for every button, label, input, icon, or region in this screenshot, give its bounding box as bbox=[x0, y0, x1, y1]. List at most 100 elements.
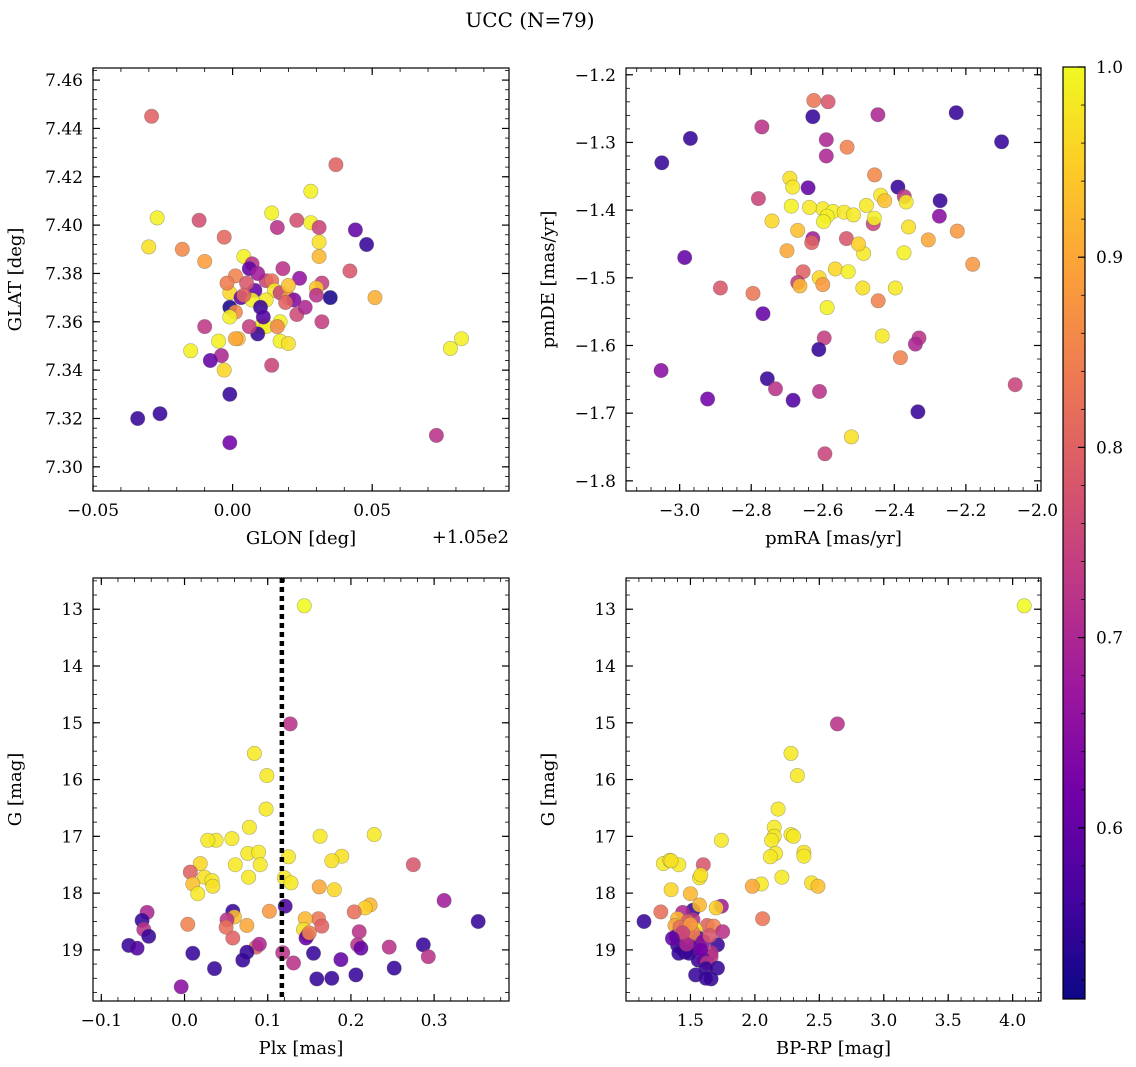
scatter-point bbox=[252, 857, 268, 873]
colorbar-tick-label: 0.8 bbox=[1096, 438, 1123, 458]
y-tick-label: −1.8 bbox=[575, 472, 616, 492]
scatter-point bbox=[759, 371, 775, 387]
y-axis-label: pmDE [mas/yr] bbox=[538, 211, 559, 349]
colorbar-frame bbox=[1062, 66, 1086, 1000]
scatter-point bbox=[436, 892, 452, 908]
scatter-point bbox=[251, 844, 267, 860]
panel-bprp-g: 1.5 2.0 2.5 3.0 3.5 4.0 13 14 15 16 17 18 19 BP-RP [m… bbox=[538, 577, 1042, 1059]
points bbox=[130, 108, 469, 451]
scatter-point bbox=[792, 278, 808, 294]
scatter-point bbox=[185, 945, 201, 961]
scatter-point bbox=[866, 210, 882, 226]
scatter-point bbox=[353, 940, 369, 956]
scatter-point bbox=[744, 878, 760, 894]
x-tick-label: 2.5 bbox=[806, 1011, 833, 1031]
y-tick-label: 14 bbox=[61, 657, 83, 677]
colorbar-tick-label: 1.0 bbox=[1096, 58, 1123, 78]
axes-frame bbox=[625, 67, 1042, 492]
scatter-point bbox=[386, 960, 402, 976]
scatter-point bbox=[698, 970, 714, 986]
y-tick-label: 7.42 bbox=[45, 168, 83, 188]
scatter-point bbox=[282, 716, 298, 732]
scatter-point bbox=[269, 319, 285, 335]
y-tick-label: 15 bbox=[61, 714, 83, 734]
scatter-point bbox=[907, 336, 923, 352]
scatter-point bbox=[442, 340, 458, 356]
scatter-point bbox=[965, 256, 981, 272]
scatter-point bbox=[152, 406, 168, 422]
scatter-point bbox=[141, 239, 157, 255]
x-tick-label: 4.0 bbox=[999, 1011, 1026, 1031]
scatter-point bbox=[806, 93, 822, 109]
scatter-point bbox=[901, 219, 917, 235]
y-axis-label: GLAT [deg] bbox=[5, 228, 26, 332]
scatter-point bbox=[796, 848, 812, 864]
scatter-point bbox=[224, 831, 240, 847]
scatter-point bbox=[820, 94, 836, 110]
scatter-point bbox=[297, 299, 313, 315]
scatter-point bbox=[351, 924, 367, 940]
axes-frame bbox=[625, 577, 1042, 1002]
scatter-point bbox=[289, 212, 305, 228]
scatter-point bbox=[818, 148, 834, 164]
scatter-point bbox=[994, 134, 1010, 150]
scatter-point bbox=[197, 253, 213, 269]
scatter-point bbox=[259, 768, 275, 784]
scatter-point bbox=[663, 882, 679, 898]
scatter-point bbox=[275, 261, 291, 277]
scatter-point bbox=[811, 383, 827, 399]
scatter-point bbox=[750, 191, 766, 207]
y-tick-label: 16 bbox=[61, 771, 83, 791]
x-tick-label: −2.4 bbox=[874, 501, 915, 521]
scatter-point bbox=[682, 130, 698, 146]
y-tick-label: −1.2 bbox=[575, 66, 616, 86]
y-tick-label: 7.30 bbox=[45, 458, 83, 478]
scatter-point bbox=[713, 832, 729, 848]
x-tick-label: 3.0 bbox=[870, 1011, 897, 1031]
scatter-point bbox=[197, 319, 213, 335]
y-tick-label: 18 bbox=[61, 884, 83, 904]
scatter-point bbox=[708, 900, 724, 916]
scatter-point bbox=[192, 856, 208, 872]
x-offset-label: +1.05e2 bbox=[432, 527, 509, 548]
x-tick-label: 0.2 bbox=[337, 1011, 364, 1031]
scatter-point bbox=[309, 971, 325, 987]
x-axis-label: GLON [deg] bbox=[246, 528, 356, 549]
scatter-point bbox=[755, 306, 771, 322]
scatter-point bbox=[898, 194, 914, 210]
scatter-point bbox=[453, 331, 469, 347]
scatter-point bbox=[785, 392, 801, 408]
scatter-point bbox=[827, 261, 843, 277]
scatter-point bbox=[815, 214, 831, 230]
scatter-point bbox=[405, 857, 421, 873]
y-tick-label: 7.34 bbox=[45, 361, 83, 381]
y-tick-label: 17 bbox=[61, 827, 83, 847]
x-tick-label: 1.5 bbox=[677, 1011, 704, 1031]
scatter-point bbox=[470, 913, 486, 929]
colorbar-gradient bbox=[1063, 67, 1085, 999]
colorbar: 0.6 0.7 0.8 0.9 1.0 bbox=[1062, 58, 1123, 1000]
scatter-point bbox=[1007, 377, 1023, 393]
scatter-point bbox=[653, 362, 669, 378]
y-tick-label: 19 bbox=[61, 941, 83, 961]
scatter-point bbox=[301, 925, 317, 941]
panel-plx-g: −0.1 0.0 0.1 0.2 0.3 13 14 15 16 17 18 19 Plx [mas] G… bbox=[5, 577, 510, 1059]
panel-glon-glat: −0.05 0.00 0.05 7.30 7.32 7.34 7.36 7.38 7.40 7.4… bbox=[5, 67, 510, 549]
y-tick-label: −1.6 bbox=[575, 336, 616, 356]
scatter-point bbox=[283, 875, 299, 891]
scatter-point bbox=[693, 867, 709, 883]
scatter-point bbox=[347, 222, 363, 238]
scatter-point bbox=[222, 309, 238, 325]
scatter-point bbox=[285, 955, 301, 971]
scatter-point bbox=[322, 290, 338, 306]
scatter-point bbox=[342, 263, 358, 279]
y-tick-label: 13 bbox=[61, 600, 83, 620]
x-tick-label: 0.1 bbox=[254, 1011, 281, 1031]
y-tick-label: −1.5 bbox=[575, 269, 616, 289]
scatter-point bbox=[867, 167, 883, 183]
scatter-point bbox=[839, 139, 855, 155]
scatter-point bbox=[366, 827, 382, 843]
scatter-point bbox=[810, 878, 826, 894]
scatter-point bbox=[677, 250, 693, 266]
